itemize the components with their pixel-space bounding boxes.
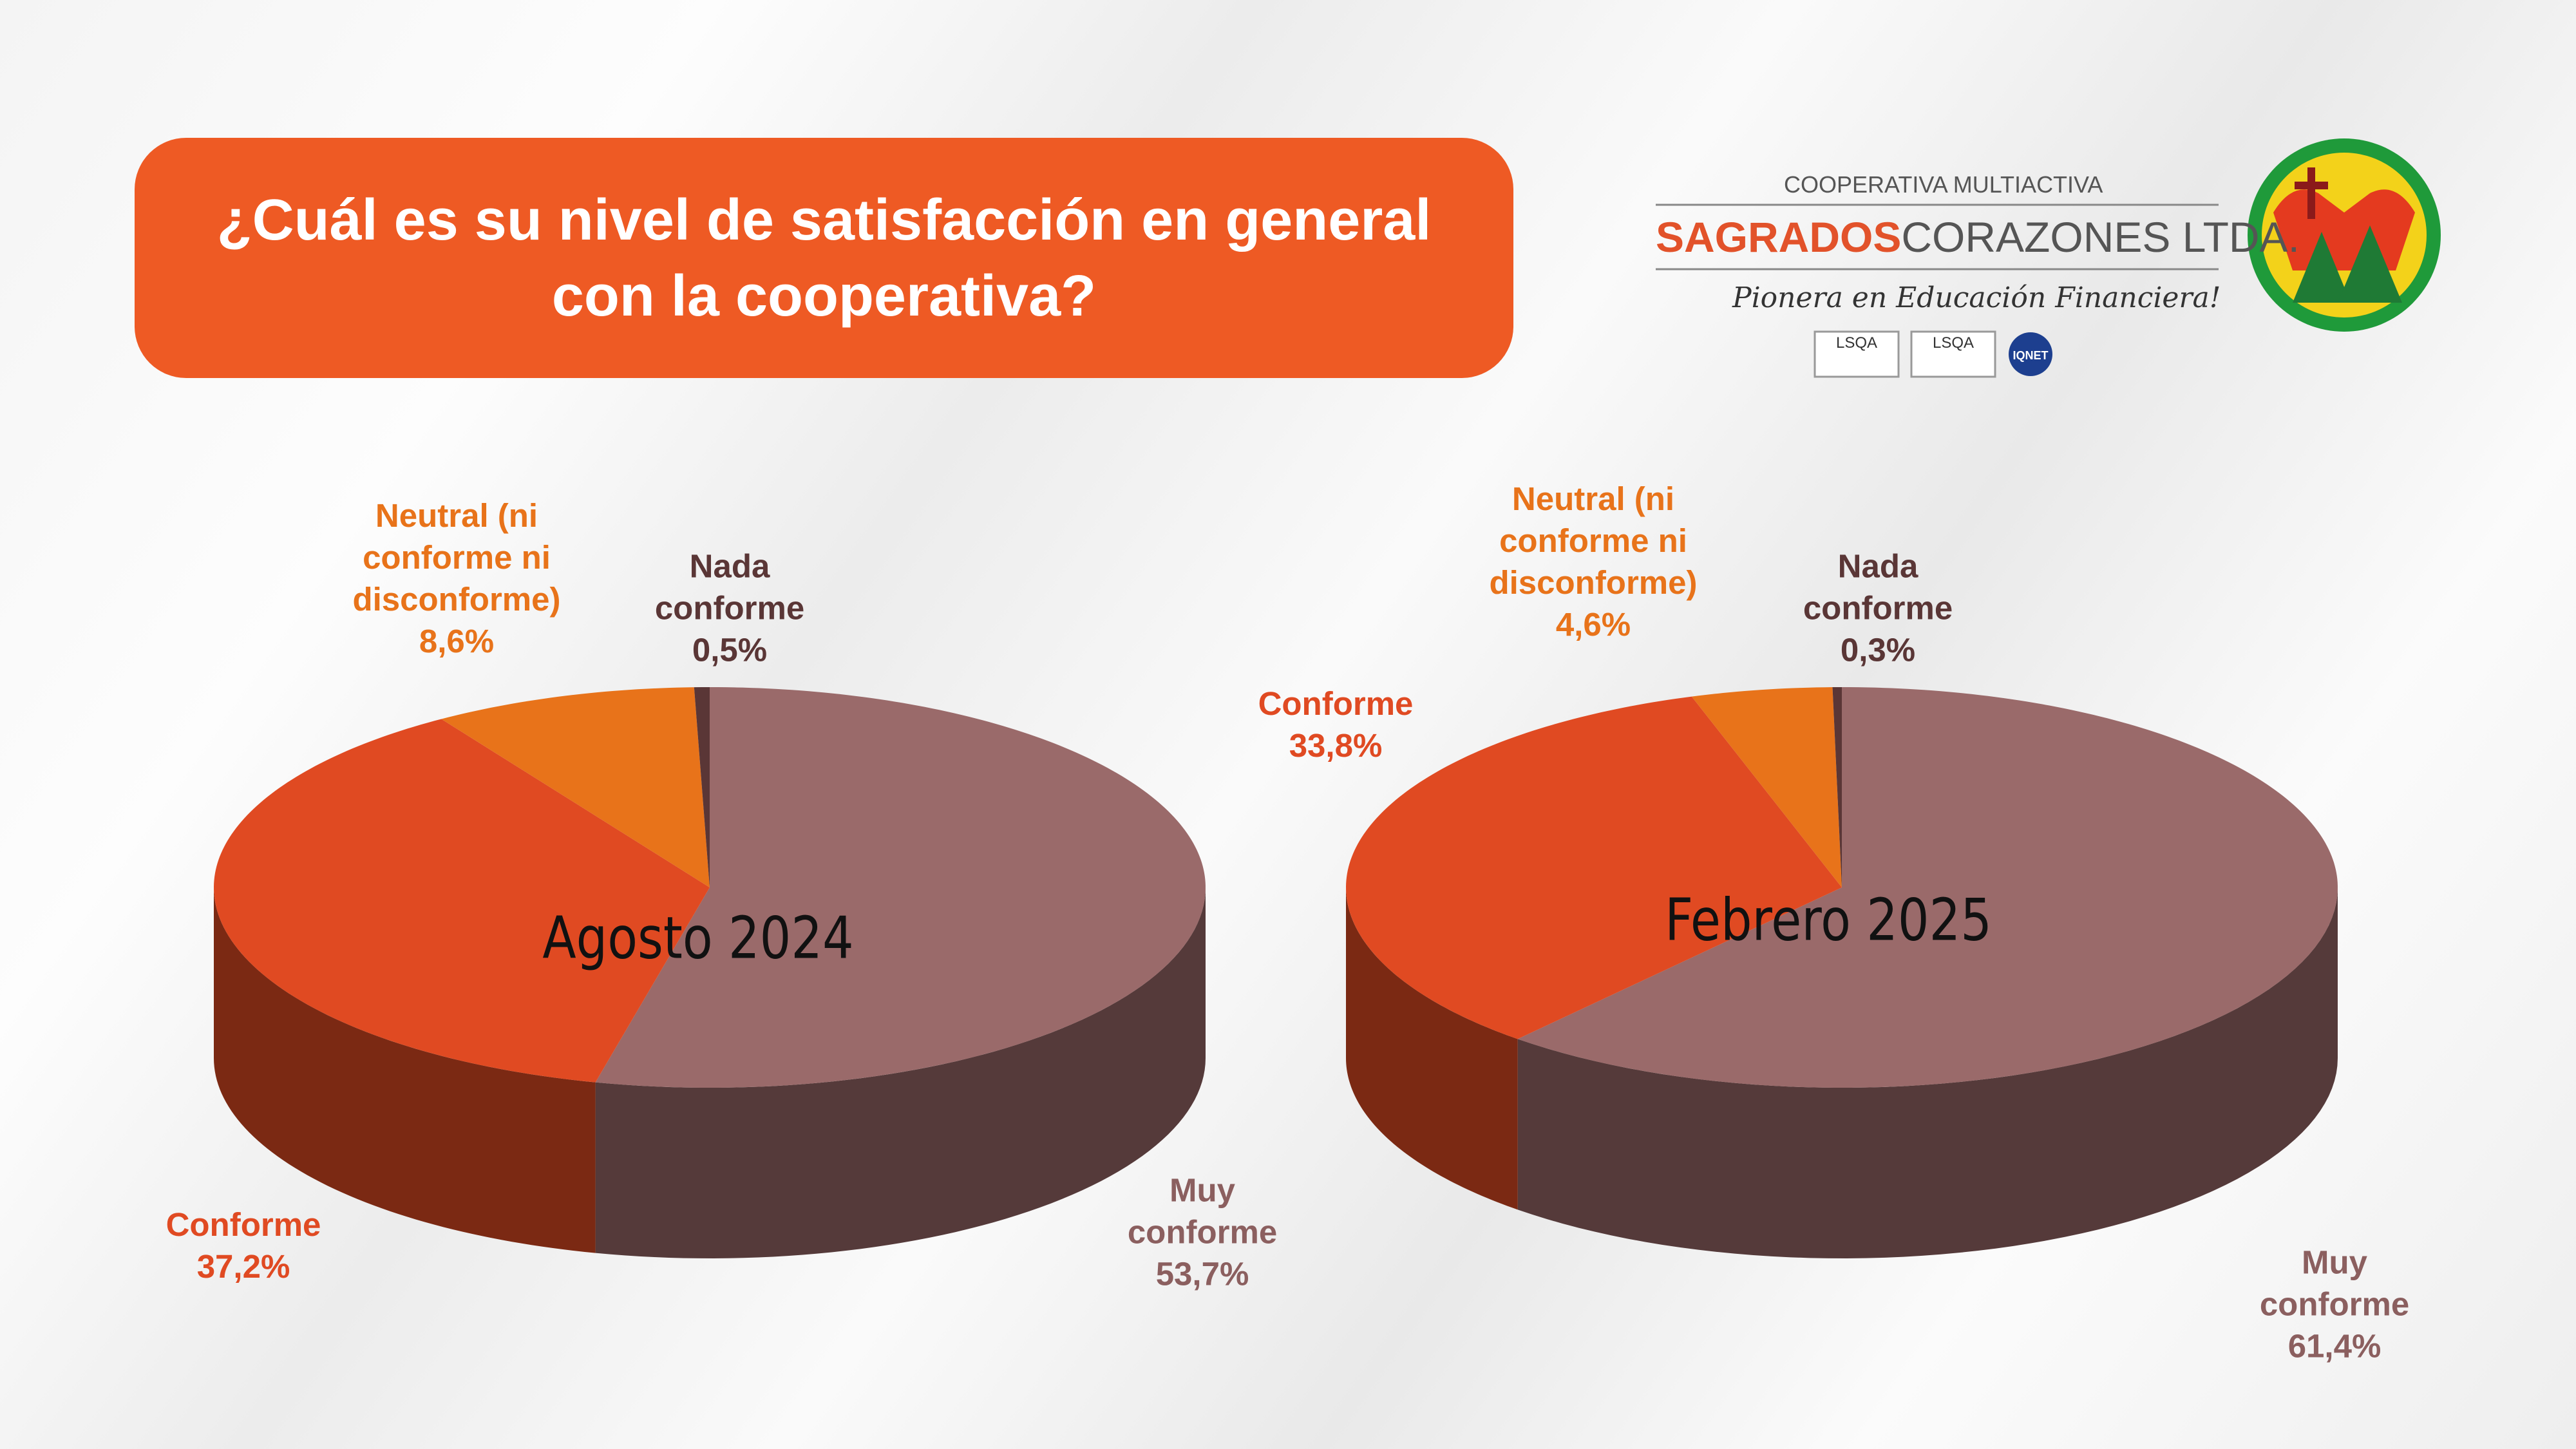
logo-top: COOPERATIVA MULTIACTIVA: [1784, 171, 2103, 198]
value-label: 53,7%: [1155, 1255, 1249, 1293]
value-label: 0,5%: [692, 631, 768, 668]
slice: [1517, 687, 2338, 1088]
chart-title: Agosto 2024: [542, 904, 854, 972]
category-label: Nada conforme: [1803, 547, 1953, 627]
data-label: Muy conforme 53,7%: [1106, 1170, 1299, 1295]
data-label: Neutral (ni conforme ni disconforme) 8,6%: [328, 495, 585, 662]
slice-side: [214, 887, 596, 1253]
logo-name-rest: CORAZONES LTDA.: [1901, 213, 2300, 261]
slice: [1346, 696, 1842, 1039]
data-label: Conforme 37,2%: [147, 1204, 340, 1287]
chart-title: Febrero 2025: [1665, 886, 1992, 954]
value-label: 0,3%: [1840, 631, 1916, 668]
title-banner: ¿Cuál es su nivel de satisfacción en gen…: [135, 138, 1513, 378]
category-label: Neutral (ni conforme ni disconforme): [1489, 480, 1698, 601]
slice-side: [1346, 887, 1518, 1210]
value-label: 37,2%: [196, 1248, 290, 1285]
slice: [441, 687, 710, 887]
logo-name: SAGRADOSCORAZONES LTDA.: [1656, 213, 2300, 261]
logo-slogan: Pionera en Educación Financiera!: [1732, 281, 2221, 314]
slice: [1832, 687, 1842, 887]
value-label: 61,4%: [2287, 1327, 2382, 1365]
value-label: 33,8%: [1289, 727, 1383, 764]
slice: [595, 687, 1206, 1088]
data-label: Neutral (ni conforme ni disconforme) 4,6%: [1464, 478, 1722, 645]
slice: [694, 687, 710, 887]
category-label: Muy conforme: [2259, 1244, 2410, 1323]
data-label: Nada conforme 0,5%: [636, 545, 823, 671]
slice: [1691, 687, 1842, 887]
value-label: 4,6%: [1555, 606, 1631, 643]
slice-side: [595, 887, 1206, 1258]
category-label: Muy conforme: [1127, 1171, 1278, 1251]
slide-title: ¿Cuál es su nivel de satisfacción en gen…: [216, 187, 1432, 328]
category-label: Conforme: [1258, 685, 1414, 722]
slice-side: [1517, 887, 2338, 1258]
value-label: 8,6%: [419, 623, 495, 659]
data-label: Nada conforme 0,3%: [1785, 545, 1971, 671]
data-label: Muy conforme 61,4%: [2238, 1242, 2431, 1367]
logo-name-bold: SAGRADOS: [1656, 213, 1902, 261]
category-label: Nada conforme: [654, 547, 805, 627]
data-label: Conforme 33,8%: [1239, 683, 1432, 766]
category-label: Conforme: [166, 1206, 321, 1243]
slice: [214, 719, 710, 1083]
category-label: Neutral (ni conforme ni disconforme): [352, 497, 561, 618]
